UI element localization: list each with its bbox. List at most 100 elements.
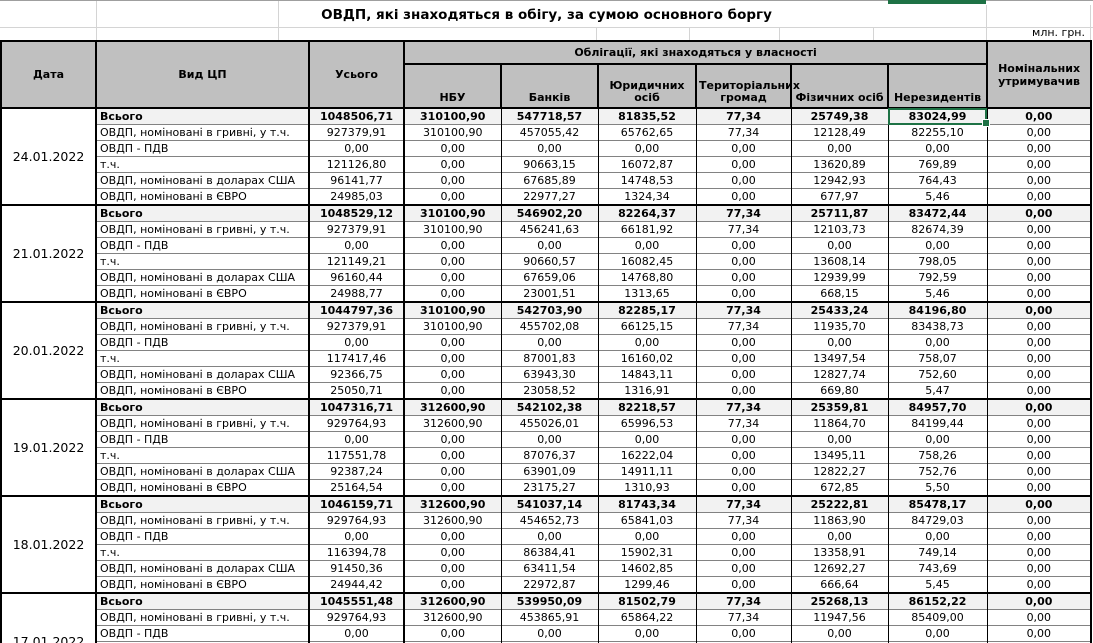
value-cell[interactable]: 310100,90: [403, 221, 502, 238]
value-cell[interactable]: 0,00: [308, 140, 405, 157]
value-cell[interactable]: 23058,52: [500, 382, 599, 399]
value-cell[interactable]: 0,00: [403, 156, 502, 173]
value-cell[interactable]: 0,00: [403, 382, 502, 399]
value-cell[interactable]: 11935,70: [790, 318, 889, 335]
row-label-cell[interactable]: ОВДП, номіновані в ЄВРО: [95, 285, 310, 302]
value-cell[interactable]: 0,00: [986, 237, 1093, 254]
value-cell[interactable]: 77,34: [695, 318, 792, 335]
row-label-cell[interactable]: ОВДП, номіновані в гривні, у т.ч.: [95, 415, 310, 432]
col-header-date[interactable]: Дата: [0, 40, 97, 109]
value-cell[interactable]: 24944,42: [308, 576, 405, 593]
value-cell[interactable]: 0,00: [500, 431, 599, 448]
value-cell[interactable]: 0,00: [986, 512, 1093, 529]
value-cell[interactable]: 77,34: [695, 609, 792, 626]
value-cell[interactable]: 929764,93: [308, 415, 405, 432]
value-cell[interactable]: 0,00: [403, 237, 502, 254]
value-cell[interactable]: 312600,90: [403, 512, 502, 529]
value-cell[interactable]: 0,00: [403, 479, 502, 496]
value-cell[interactable]: 25050,71: [308, 382, 405, 399]
value-cell[interactable]: 0,00: [695, 625, 792, 642]
value-cell[interactable]: 0,00: [403, 188, 502, 205]
value-cell[interactable]: 14911,11: [597, 463, 697, 480]
value-cell[interactable]: 758,26: [887, 447, 988, 464]
value-cell[interactable]: 66181,92: [597, 221, 697, 238]
value-cell[interactable]: 1045551,48: [308, 592, 405, 610]
value-cell[interactable]: 0,00: [986, 204, 1093, 222]
value-cell[interactable]: 13358,91: [790, 544, 889, 561]
value-cell[interactable]: 65841,03: [597, 512, 697, 529]
value-cell[interactable]: 1310,93: [597, 479, 697, 496]
value-cell[interactable]: 798,05: [887, 253, 988, 270]
value-cell[interactable]: 666,64: [790, 576, 889, 593]
value-cell[interactable]: 0,00: [403, 269, 502, 286]
value-cell[interactable]: 0,00: [986, 544, 1093, 561]
value-cell[interactable]: 0,00: [986, 366, 1093, 383]
value-cell[interactable]: 0,00: [403, 560, 502, 577]
value-cell[interactable]: 63411,54: [500, 560, 599, 577]
value-cell[interactable]: 16222,04: [597, 447, 697, 464]
row-label-cell[interactable]: ОВДП, номіновані в гривні, у т.ч.: [95, 221, 310, 238]
value-cell[interactable]: 92366,75: [308, 366, 405, 383]
value-cell[interactable]: 0,00: [403, 253, 502, 270]
value-cell[interactable]: 84196,80: [887, 301, 988, 319]
value-cell[interactable]: 0,00: [403, 366, 502, 383]
value-cell[interactable]: 25222,81: [790, 495, 889, 513]
value-cell[interactable]: 13497,54: [790, 350, 889, 367]
value-cell[interactable]: 310100,90: [403, 318, 502, 335]
value-cell[interactable]: 22972,87: [500, 576, 599, 593]
value-cell[interactable]: 85478,17: [887, 495, 988, 513]
value-cell[interactable]: 84729,03: [887, 512, 988, 529]
col-header-nonresidents[interactable]: Нерезидентів: [886, 63, 989, 109]
value-cell[interactable]: 22977,27: [500, 188, 599, 205]
value-cell[interactable]: 312600,90: [403, 609, 502, 626]
value-cell[interactable]: 0,00: [695, 447, 792, 464]
value-cell[interactable]: 16072,87: [597, 156, 697, 173]
value-cell[interactable]: 1044797,36: [308, 301, 405, 319]
row-label-cell[interactable]: ОВДП - ПДВ: [95, 140, 310, 157]
value-cell[interactable]: 81835,52: [597, 107, 697, 125]
row-label-cell[interactable]: ОВДП, номіновані в доларах США: [95, 172, 310, 189]
value-cell[interactable]: 0,00: [695, 140, 792, 157]
value-cell[interactable]: 121149,21: [308, 253, 405, 270]
value-cell[interactable]: 312600,90: [403, 495, 502, 513]
value-cell[interactable]: 12822,27: [790, 463, 889, 480]
value-cell[interactable]: 1313,65: [597, 285, 697, 302]
value-cell[interactable]: 25711,87: [790, 204, 889, 222]
value-cell[interactable]: 0,00: [986, 172, 1093, 189]
value-cell[interactable]: 0,00: [597, 334, 697, 351]
row-label-cell[interactable]: Всього: [95, 301, 310, 319]
value-cell[interactable]: 0,00: [403, 140, 502, 157]
value-cell[interactable]: 0,00: [695, 528, 792, 545]
value-cell[interactable]: 117417,46: [308, 350, 405, 367]
value-cell[interactable]: 769,89: [887, 156, 988, 173]
value-cell[interactable]: 0,00: [986, 560, 1093, 577]
value-cell[interactable]: 12692,27: [790, 560, 889, 577]
value-cell[interactable]: 77,34: [695, 398, 792, 416]
value-cell[interactable]: 1048529,12: [308, 204, 405, 222]
value-cell[interactable]: 0,00: [986, 285, 1093, 302]
value-cell[interactable]: 77,34: [695, 204, 792, 222]
value-cell[interactable]: 90663,15: [500, 156, 599, 173]
value-cell[interactable]: 12827,74: [790, 366, 889, 383]
value-cell[interactable]: 0,00: [986, 318, 1093, 335]
value-cell[interactable]: 0,00: [790, 140, 889, 157]
value-cell[interactable]: 12942,93: [790, 172, 889, 189]
value-cell[interactable]: 1316,91: [597, 382, 697, 399]
value-cell[interactable]: 0,00: [695, 237, 792, 254]
value-cell[interactable]: 310100,90: [403, 204, 502, 222]
value-cell[interactable]: 0,00: [986, 334, 1093, 351]
value-cell[interactable]: 121126,80: [308, 156, 405, 173]
value-cell[interactable]: 92387,24: [308, 463, 405, 480]
value-cell[interactable]: 0,00: [986, 156, 1093, 173]
row-label-cell[interactable]: ОВДП, номіновані в гривні, у т.ч.: [95, 512, 310, 529]
value-cell[interactable]: 929764,93: [308, 609, 405, 626]
unit-label[interactable]: млн. грн.: [1032, 26, 1085, 39]
value-cell[interactable]: 929764,93: [308, 512, 405, 529]
value-cell[interactable]: 0,00: [887, 140, 988, 157]
value-cell[interactable]: 0,00: [403, 350, 502, 367]
value-cell[interactable]: 90660,57: [500, 253, 599, 270]
value-cell[interactable]: 0,00: [986, 301, 1093, 319]
col-header-nominal-holders[interactable]: Номінальних утримувачив: [986, 40, 1093, 109]
value-cell[interactable]: 77,34: [695, 301, 792, 319]
value-cell[interactable]: 67685,89: [500, 172, 599, 189]
